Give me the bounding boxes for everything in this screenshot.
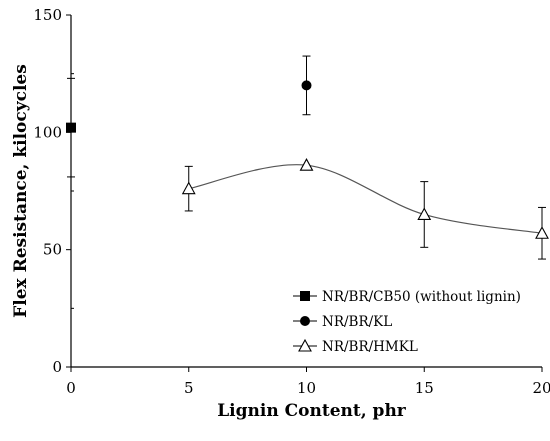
legend-label: NR/BR/CB50 (without lignin) bbox=[322, 289, 521, 305]
legend: NR/BR/CB50 (without lignin) NR/BR/KL NR/BR… bbox=[293, 289, 521, 355]
square-marker bbox=[66, 122, 76, 133]
triangle-marker bbox=[535, 226, 549, 239]
legend-label: NR/BR/KL bbox=[322, 314, 392, 330]
series-1 bbox=[301, 55, 312, 116]
x-tick-label: 5 bbox=[184, 379, 194, 397]
triangle-marker bbox=[181, 181, 196, 195]
y-tick-label: 0 bbox=[52, 358, 62, 376]
series-0 bbox=[66, 77, 76, 178]
x-tick-label: 15 bbox=[415, 379, 434, 397]
square-marker bbox=[300, 291, 310, 301]
legend-item: NR/BR/HMKL bbox=[293, 338, 418, 355]
y-tick-label: 100 bbox=[33, 123, 62, 141]
y-tick-label: 150 bbox=[33, 6, 62, 24]
x-tick-label: 0 bbox=[66, 379, 76, 397]
x-tick-label: 10 bbox=[297, 379, 316, 397]
y-axis-title: Flex Resistance, kilocycles bbox=[11, 64, 31, 318]
ticks: 0 50 100 150 0 5 10 15 20 bbox=[33, 6, 550, 397]
triangle-marker bbox=[299, 158, 314, 171]
series-line bbox=[188, 164, 543, 234]
legend-label: NR/BR/HMKL bbox=[322, 339, 418, 355]
series-2 bbox=[181, 158, 549, 260]
x-axis-title: Lignin Content, phr bbox=[217, 401, 407, 421]
triangle-marker bbox=[417, 207, 432, 221]
circle-marker bbox=[301, 80, 312, 91]
triangle-marker bbox=[298, 338, 312, 352]
circle-marker bbox=[300, 316, 310, 326]
x-tick-label: 20 bbox=[532, 379, 550, 397]
legend-item: NR/BR/KL bbox=[293, 314, 392, 330]
series-layer bbox=[66, 55, 549, 260]
y-tick-label: 50 bbox=[43, 241, 62, 259]
legend-item: NR/BR/CB50 (without lignin) bbox=[293, 289, 521, 305]
